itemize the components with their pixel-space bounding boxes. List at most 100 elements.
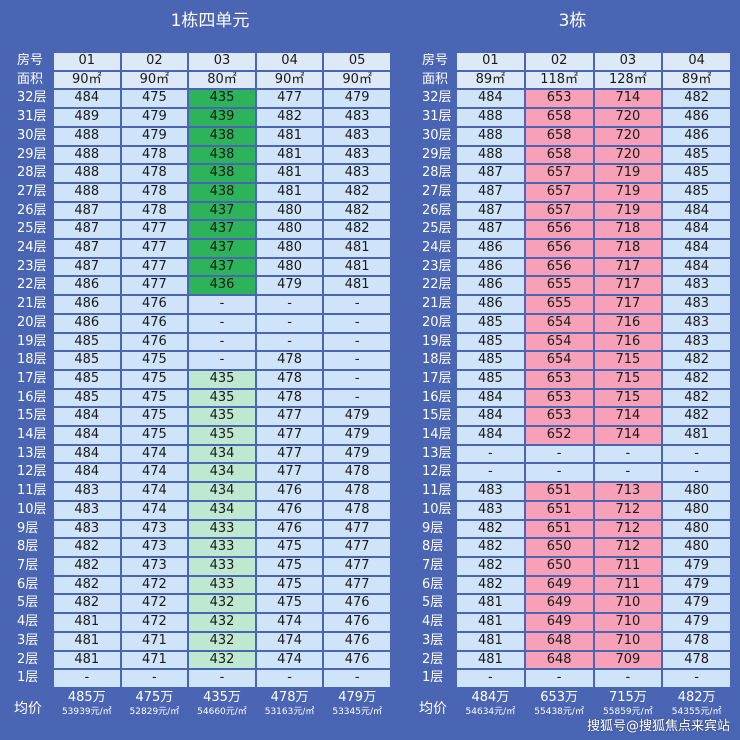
table-cell: 478: [256, 370, 323, 388]
table-cell: 479: [324, 90, 390, 108]
table-cell: 488: [457, 146, 524, 164]
table-cell: 434: [189, 464, 255, 482]
table-cell: 658: [525, 127, 593, 145]
row-label: 30层: [422, 127, 452, 143]
table-cell: -: [54, 670, 120, 687]
row-label: 20层: [422, 314, 452, 330]
average-unit-price: 55438元/㎡: [534, 707, 584, 717]
table-cell: 484: [457, 408, 524, 426]
table-cell: 474: [256, 614, 323, 631]
table-cell: -: [189, 333, 255, 351]
average-total-price: 484万: [471, 690, 510, 705]
table-row: 20层 486 476- - -: [16, 314, 390, 332]
table-cell: -: [594, 670, 662, 687]
table-cell: 486: [457, 296, 524, 313]
table-cell: 476: [324, 651, 390, 669]
row-label: 10层: [422, 501, 452, 517]
table-cell: 486: [457, 258, 524, 276]
table-cell: 711: [594, 557, 662, 575]
table-cell: 482: [663, 389, 730, 407]
table-cell: 712: [594, 539, 662, 556]
table-cell: 477: [121, 258, 188, 276]
row-label: 3层: [17, 632, 39, 648]
table-cell: 433: [189, 557, 255, 575]
table-cell: 475: [121, 427, 188, 444]
table-cell: 80㎡: [189, 71, 255, 89]
average-total-price: 478万: [270, 690, 309, 705]
table-cell: 488: [54, 183, 120, 201]
row-label: 5层: [422, 595, 444, 611]
table-cell: 487: [457, 221, 524, 239]
table-cell: 484: [663, 202, 730, 220]
table-cell: 01: [457, 53, 524, 70]
table-cell: 438: [189, 127, 255, 145]
row-label: 31层: [17, 109, 47, 125]
average-unit-price: 55859元/㎡: [603, 707, 653, 717]
table-cell: 478: [256, 352, 323, 369]
row-label: 16层: [17, 389, 47, 405]
row-label: 9层: [17, 520, 39, 536]
table-cell: 657: [525, 202, 593, 220]
row-label: 31层: [422, 109, 452, 125]
table-cell: 437: [189, 240, 255, 257]
table-cell: 473: [121, 539, 188, 556]
table-row: 8层 482 473 433 475 477: [16, 539, 390, 556]
table-cell: -: [256, 314, 323, 332]
row-label: 9层: [422, 520, 444, 536]
table-cell: 486: [54, 277, 120, 295]
table-cell: 484: [54, 90, 120, 108]
table-cell: 483: [663, 277, 730, 295]
table-cell: 716: [594, 314, 662, 332]
table-cell: 475: [256, 539, 323, 556]
table-cell: 484: [54, 464, 120, 482]
average-total-price: 482万: [677, 690, 716, 705]
table-row: 21层 486 476- - -: [16, 296, 390, 313]
area-header-row: 面积 90㎡ 90㎡ 80㎡ 90㎡ 90㎡: [16, 71, 390, 89]
table-cell: -: [324, 370, 390, 388]
row-label: 8层: [17, 539, 39, 555]
row-label: 25层: [422, 221, 452, 237]
table-cell: -: [121, 670, 188, 687]
average-unit-price: 53939元/㎡: [61, 707, 112, 717]
row-label: 14层: [17, 427, 47, 443]
table-cell: 648: [525, 632, 593, 650]
table-cell: 715: [594, 389, 662, 407]
table-cell: 720: [594, 146, 662, 164]
row-label: 15层: [422, 408, 452, 424]
table-cell: 651: [525, 520, 593, 538]
unit-header-row: 房号 01 02 03 04 05: [16, 53, 390, 70]
table-row: 26层 487 657 719 484: [421, 202, 730, 220]
table-cell: 653: [525, 408, 593, 426]
table-cell: 479: [663, 614, 730, 631]
table-row: 2层 481 648 709 478: [421, 651, 730, 669]
row-label: 23层: [422, 258, 452, 274]
table-cell: 434: [189, 445, 255, 463]
table-row: 6层 482 472 433 475 477: [16, 576, 390, 594]
table-cell: 02: [525, 53, 593, 70]
table-cell: -: [525, 670, 593, 687]
table-cell: 118㎡: [525, 71, 593, 89]
table-cell: 474: [256, 651, 323, 669]
table-cell: -: [457, 670, 524, 687]
row-label: 6层: [17, 576, 39, 592]
table-cell: 478: [663, 632, 730, 650]
table-cell: 432: [189, 651, 255, 669]
table-cell: 484: [54, 408, 120, 426]
table-cell: 476: [324, 595, 390, 613]
row-label: 24层: [422, 240, 452, 256]
table-row: 14层 484 652 714 481: [421, 427, 730, 444]
table-cell: 658: [525, 109, 593, 126]
table-cell: 710: [594, 614, 662, 631]
table-cell: 488: [457, 127, 524, 145]
table-cell: 482: [324, 202, 390, 220]
table-row: 22层 486 477 436 479 481: [16, 277, 390, 295]
table-cell: 488: [457, 109, 524, 126]
average-price-column: 653万 55438元/㎡: [526, 690, 593, 718]
table-cell: 90㎡: [324, 71, 390, 89]
row-label: 11层: [17, 483, 47, 499]
table-cell: 03: [594, 53, 662, 70]
table-cell: 90㎡: [256, 71, 323, 89]
table-cell: 483: [324, 127, 390, 145]
row-label: 5层: [17, 595, 39, 611]
table-cell: 486: [457, 277, 524, 295]
